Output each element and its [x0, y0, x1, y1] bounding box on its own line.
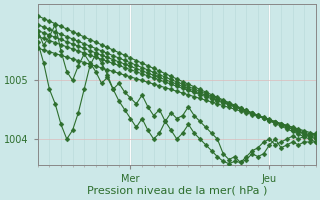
- X-axis label: Pression niveau de la mer( hPa ): Pression niveau de la mer( hPa ): [87, 186, 267, 196]
